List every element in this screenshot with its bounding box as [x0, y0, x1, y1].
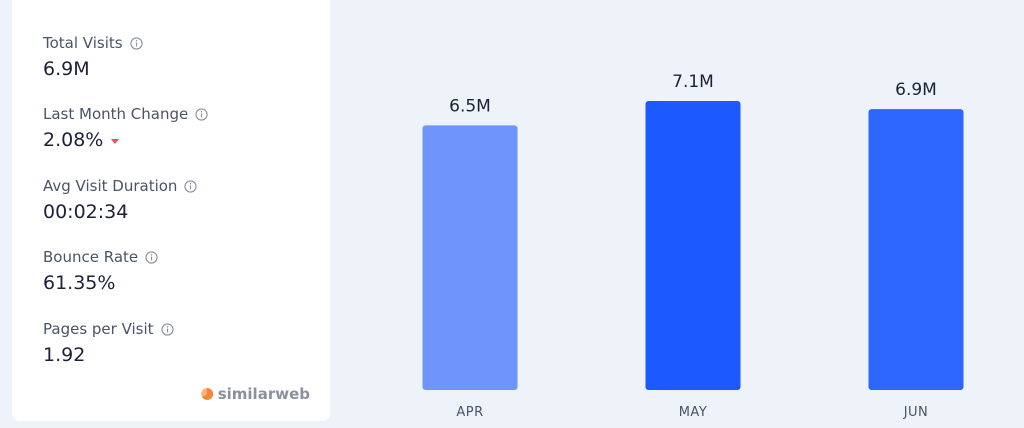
- metric-bounce-rate: Bounce Rate 61.35%: [43, 248, 158, 295]
- metric-avg-visit-duration: Avg Visit Duration 00:02:34: [43, 177, 198, 224]
- x-tick-label-jun: JUN: [903, 405, 929, 420]
- data-label-may: 7.1M: [672, 72, 714, 92]
- visits-bar-chart: 6.5M APR 7.1M MAY 6.9M JUN: [422, 72, 964, 420]
- similarweb-logo-icon: [200, 387, 213, 400]
- x-tick-label-may: MAY: [679, 405, 708, 420]
- trend-down-icon: [111, 138, 120, 144]
- metric-label: Pages per Visit: [43, 320, 154, 338]
- metric-label: Bounce Rate: [43, 248, 139, 266]
- info-icon[interactable]: [145, 250, 158, 264]
- info-icon[interactable]: [184, 179, 198, 193]
- metrics-panel: Total Visits 6.9M Last Month Change 2.08…: [12, 0, 330, 421]
- metric-pages-per-visit: Pages per Visit 1.92: [43, 320, 174, 367]
- metric-value: 00:02:34: [43, 201, 129, 223]
- metric-label: Last Month Change: [43, 105, 189, 123]
- metric-value: 6.9M: [43, 58, 90, 80]
- data-label-apr: 6.5M: [449, 96, 491, 116]
- metric-label: Avg Visit Duration: [43, 177, 178, 195]
- metric-last-month-change: Last Month Change 2.08%: [43, 105, 208, 152]
- metric-total-visits: Total Visits 6.9M: [43, 34, 143, 81]
- info-icon[interactable]: [195, 107, 208, 121]
- similarweb-brand[interactable]: similarweb: [200, 385, 310, 403]
- metric-value: 2.08%: [43, 129, 104, 151]
- bar-jun[interactable]: [868, 109, 964, 391]
- metric-value: 61.35%: [43, 272, 116, 294]
- data-label-jun: 6.9M: [895, 80, 937, 100]
- metric-value: 1.92: [43, 344, 86, 366]
- info-icon[interactable]: [160, 322, 174, 336]
- bar-apr[interactable]: [422, 125, 518, 390]
- bar-may[interactable]: [645, 101, 741, 390]
- metric-label: Total Visits: [43, 34, 123, 52]
- x-tick-label-apr: APR: [456, 405, 483, 420]
- info-icon[interactable]: [129, 36, 143, 50]
- brand-name: similarweb: [217, 385, 310, 403]
